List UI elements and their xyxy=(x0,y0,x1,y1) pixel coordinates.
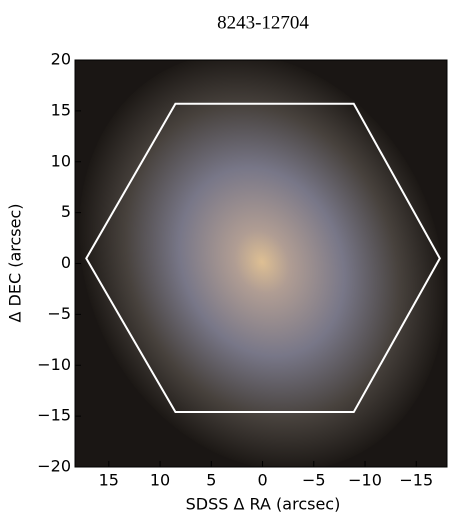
x-tick-label: −5 xyxy=(302,471,326,490)
x-tick-label: 0 xyxy=(257,471,267,490)
y-tick-label: 5 xyxy=(61,202,71,221)
y-tick-label: −15 xyxy=(37,406,71,425)
y-tick-label: −10 xyxy=(37,355,71,374)
x-tick-label: 15 xyxy=(99,471,119,490)
y-tick-label: 10 xyxy=(51,151,71,170)
y-axis-label: Δ DEC (arcsec) xyxy=(6,203,25,322)
x-tick-label: 5 xyxy=(206,471,216,490)
image xyxy=(13,0,450,520)
y-tick-label: 0 xyxy=(61,253,71,272)
chart-title: 8243-12704 xyxy=(217,12,309,33)
y-tick-label: 20 xyxy=(51,50,71,69)
y-tick-label: −5 xyxy=(47,304,71,323)
x-tick-label: 10 xyxy=(150,471,170,490)
x-tick-label: −15 xyxy=(399,471,433,490)
x-axis-label: SDSS Δ RA (arcsec) xyxy=(186,495,341,514)
y-tick-label: 15 xyxy=(51,100,71,119)
x-tick-label: −10 xyxy=(348,471,382,490)
chart: 8243-12704 SDSS Δ RA (arcsec) Δ DEC (arc… xyxy=(0,0,450,520)
y-tick-label: −20 xyxy=(37,457,71,476)
